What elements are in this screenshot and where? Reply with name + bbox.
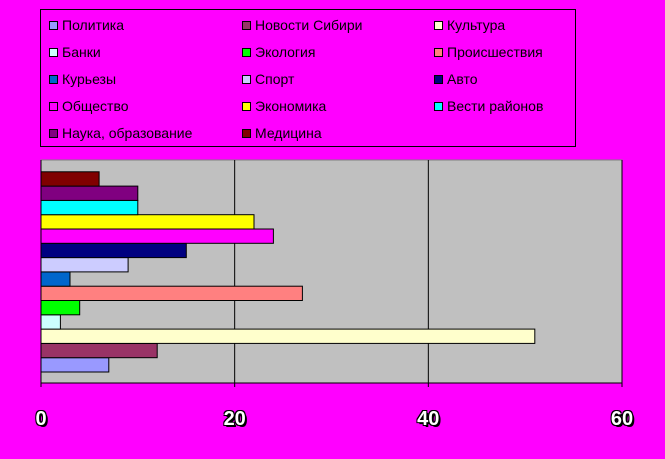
legend-label: Спорт [255, 71, 295, 87]
legend-item: Общество [49, 96, 129, 116]
bar [40, 300, 81, 316]
legend-swatch [49, 128, 58, 138]
x-tick-label: 0 [35, 408, 47, 430]
legend-label: Авто [447, 71, 478, 87]
bar [40, 199, 139, 216]
legend-item: Банки [49, 42, 101, 62]
legend-item: Наука, образование [49, 123, 192, 143]
legend-item: Экономика [242, 96, 326, 116]
legend-swatch [242, 128, 251, 138]
bar [40, 185, 139, 201]
x-tick-marks [40, 383, 623, 387]
legend-label: Банки [62, 44, 101, 60]
legend-label: Общество [62, 98, 129, 114]
legend-item: Культура [434, 15, 505, 35]
legend-item: Политика [49, 15, 124, 35]
legend-item: Экология [242, 42, 315, 62]
legend-label: Курьезы [62, 71, 117, 87]
legend-swatch [242, 101, 251, 111]
bar [40, 214, 255, 230]
legend-item: Вести районов [434, 96, 543, 116]
legend-item: Новости Сибири [242, 15, 362, 35]
legend-item: Авто [434, 69, 478, 89]
legend-swatch [434, 74, 443, 84]
legend-item: Происшествия [434, 42, 543, 62]
bar [40, 328, 536, 344]
x-tick-label: 20 [223, 408, 246, 430]
legend-swatch [434, 101, 443, 111]
bar [40, 342, 158, 359]
legend-swatch [49, 74, 58, 84]
legend-label: Происшествия [447, 44, 543, 60]
legend-label: Экология [255, 44, 316, 60]
legend-swatch [242, 74, 251, 84]
bar [40, 228, 274, 244]
legend-label: Новости Сибири [255, 17, 363, 33]
x-tick-label: 40 [417, 408, 440, 430]
legend-swatch [434, 47, 443, 57]
legend-label: Вести районов [447, 98, 544, 114]
legend-swatch [242, 47, 251, 57]
bar [40, 314, 61, 330]
bars [40, 171, 536, 373]
bar [40, 242, 187, 259]
legend-label: Культура [447, 17, 506, 33]
legend-swatch [49, 20, 58, 30]
legend-label: Медицина [255, 125, 322, 141]
legend-label: Экономика [255, 98, 327, 114]
gridlines [234, 160, 623, 383]
x-tick-label: 60 [610, 408, 634, 430]
legend-item: Спорт [242, 69, 294, 89]
bar [40, 171, 100, 187]
bar [40, 357, 110, 373]
legend-item: Медицина [242, 123, 322, 143]
bar [40, 257, 129, 273]
legend-label: Политика [62, 17, 124, 33]
legend-item: Курьезы [49, 69, 116, 89]
legend-swatch [242, 20, 251, 30]
bar [40, 271, 71, 287]
bar [40, 285, 303, 302]
legend-swatch [49, 47, 58, 57]
chart-legend: Политика Новости Сибири Культура Банки Э… [40, 9, 576, 147]
legend-label: Наука, образование [62, 125, 193, 141]
legend-swatch [49, 101, 58, 111]
legend-swatch [434, 20, 443, 30]
